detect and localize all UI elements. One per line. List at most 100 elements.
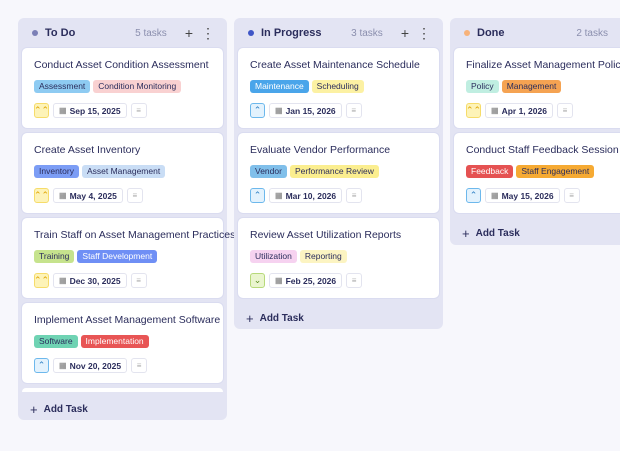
calendar-icon: ▦ [59, 276, 67, 285]
due-date[interactable]: ▦ Jan 15, 2026 [269, 103, 342, 118]
priority-medium-icon[interactable]: ⌃ [250, 103, 265, 118]
tag-list: Feedback Staff Engagement [466, 165, 615, 178]
tag: Inventory [34, 165, 79, 178]
due-date-text: May 15, 2026 [501, 190, 554, 201]
calendar-icon: ▦ [275, 276, 283, 285]
task-card[interactable]: Implement Asset Management Software Soft… [22, 303, 223, 383]
calendar-icon: ▦ [59, 361, 67, 370]
column-header: Done 2 tasks [454, 18, 620, 48]
add-task-label: Add Task [475, 227, 520, 239]
due-date-text: Dec 30, 2025 [69, 275, 121, 286]
task-title: Create Asset Maintenance Schedule [250, 59, 420, 71]
task-count: 2 tasks [576, 27, 608, 39]
status-dot [32, 30, 38, 36]
due-date-text: Sep 15, 2025 [69, 105, 121, 116]
priority-low-icon[interactable]: ⌄ [250, 273, 265, 288]
priority-high-icon[interactable]: ⌃⌃ [466, 103, 481, 118]
calendar-icon: ▦ [491, 191, 499, 200]
column-todo: To Do 5 tasks + ⋮ Conduct Asset Condition… [18, 18, 235, 420]
calendar-icon: ▦ [275, 191, 283, 200]
calendar-icon: ▦ [59, 106, 67, 115]
tag: Scheduling [311, 80, 364, 93]
due-date[interactable]: ▦ May 4, 2025 [53, 188, 123, 203]
plus-icon: + [462, 225, 470, 241]
notes-icon[interactable]: ≡ [130, 103, 147, 118]
priority-medium-icon[interactable]: ⌃ [250, 188, 265, 203]
task-card[interactable]: Create Asset Maintenance Schedule Mainte… [238, 48, 439, 128]
due-date[interactable]: ▦ Apr 1, 2026 [485, 103, 553, 118]
tag: Policy [466, 80, 499, 93]
status-dot [464, 30, 470, 36]
tag: Management [501, 80, 562, 93]
add-task-button[interactable]: + Add Task [22, 394, 223, 424]
due-date-text: Jan 15, 2026 [285, 105, 336, 116]
tag: Training [34, 250, 75, 263]
priority-high-icon[interactable]: ⌃⌃ [34, 188, 49, 203]
task-count: 3 tasks [351, 27, 383, 39]
notes-icon[interactable]: ≡ [346, 273, 363, 288]
tag: Staff Development [77, 250, 158, 263]
priority-medium-icon[interactable]: ⌃ [466, 188, 481, 203]
status-dot [248, 30, 254, 36]
tag: Implementation [80, 335, 149, 348]
due-date-text: Mar 10, 2026 [285, 190, 337, 201]
column-title: Done [477, 27, 505, 39]
task-card[interactable]: Finalize Asset Management Policy Policy M… [454, 48, 620, 128]
task-card[interactable]: Review Asset Utilization Reports Utiliza… [238, 218, 439, 298]
priority-medium-icon[interactable]: ⌃ [34, 358, 49, 373]
calendar-icon: ▦ [275, 106, 283, 115]
tag: Condition Monitoring [93, 80, 182, 93]
notes-icon[interactable]: ≡ [130, 273, 147, 288]
task-card[interactable]: Create Asset Inventory Inventory Asset Ma… [22, 133, 223, 213]
task-title: Conduct Asset Condition Assessment [34, 59, 209, 71]
notes-icon[interactable]: ≡ [345, 103, 362, 118]
task-card[interactable]: Evaluate Vendor Performance Vendor Perfor… [238, 133, 439, 213]
due-date[interactable]: ▦ Mar 10, 2026 [269, 188, 343, 203]
tag-list: Software Implementation [34, 335, 212, 348]
notes-icon[interactable]: ≡ [126, 188, 143, 203]
column-in-progress: In Progress 3 tasks + ⋮ Create Asset Main… [234, 18, 443, 329]
tag-list: Inventory Asset Management [34, 165, 212, 178]
priority-high-icon[interactable]: ⌃⌃ [34, 273, 49, 288]
tag: Software [34, 335, 78, 348]
notes-icon[interactable]: ≡ [346, 188, 363, 203]
notes-icon[interactable]: ≡ [131, 358, 148, 373]
task-count: 5 tasks [135, 27, 167, 39]
tag: Utilization [250, 250, 297, 263]
tag: Assessment [34, 80, 91, 93]
plus-icon: + [246, 310, 254, 326]
due-date[interactable]: ▦ Feb 25, 2026 [269, 273, 343, 288]
add-icon[interactable]: + [184, 25, 193, 41]
tag: Asset Management [81, 165, 166, 178]
column-header: In Progress 3 tasks + ⋮ [238, 18, 439, 48]
column-title: In Progress [261, 27, 322, 39]
add-task-button[interactable]: + Add Task [454, 218, 620, 248]
due-date[interactable]: ▦ Dec 30, 2025 [53, 273, 127, 288]
due-date[interactable]: ▦ May 15, 2026 [485, 188, 560, 203]
notes-icon[interactable]: ≡ [556, 103, 573, 118]
due-date-text: Feb 25, 2026 [285, 275, 337, 286]
add-icon[interactable]: + [400, 25, 409, 41]
tag: Staff Engagement [516, 165, 595, 178]
add-task-button[interactable]: + Add Task [238, 303, 439, 333]
tag: Performance Review [289, 165, 379, 178]
task-card[interactable]: Conduct Staff Feedback Session Feedback S… [454, 133, 620, 213]
tag-list: Training Staff Development [34, 250, 212, 263]
more-icon[interactable]: ⋮ [201, 25, 215, 41]
priority-high-icon[interactable]: ⌃⌃ [34, 103, 49, 118]
tag-list: Policy Management [466, 80, 615, 93]
column-done: Done 2 tasks Finalize Asset Management P… [450, 18, 620, 245]
due-date[interactable]: ▦ Sep 15, 2025 [53, 103, 127, 118]
more-icon[interactable]: ⋮ [417, 25, 431, 41]
task-card[interactable]: Conduct Asset Condition Assessment Asses… [22, 48, 223, 128]
notes-icon[interactable]: ≡ [563, 188, 580, 203]
task-card[interactable]: Train Staff on Asset Management Practice… [22, 218, 235, 298]
column-header: To Do 5 tasks + ⋮ [22, 18, 223, 48]
tag-list: Assessment Condition Monitoring [34, 80, 212, 93]
task-card-partial[interactable] [22, 388, 223, 392]
due-date-text: Nov 20, 2025 [69, 360, 122, 371]
tag: Vendor [250, 165, 287, 178]
due-date[interactable]: ▦ Nov 20, 2025 [53, 358, 128, 373]
tag-list: Utilization Reporting [250, 250, 428, 263]
tag-list: Maintenance Scheduling [250, 80, 428, 93]
